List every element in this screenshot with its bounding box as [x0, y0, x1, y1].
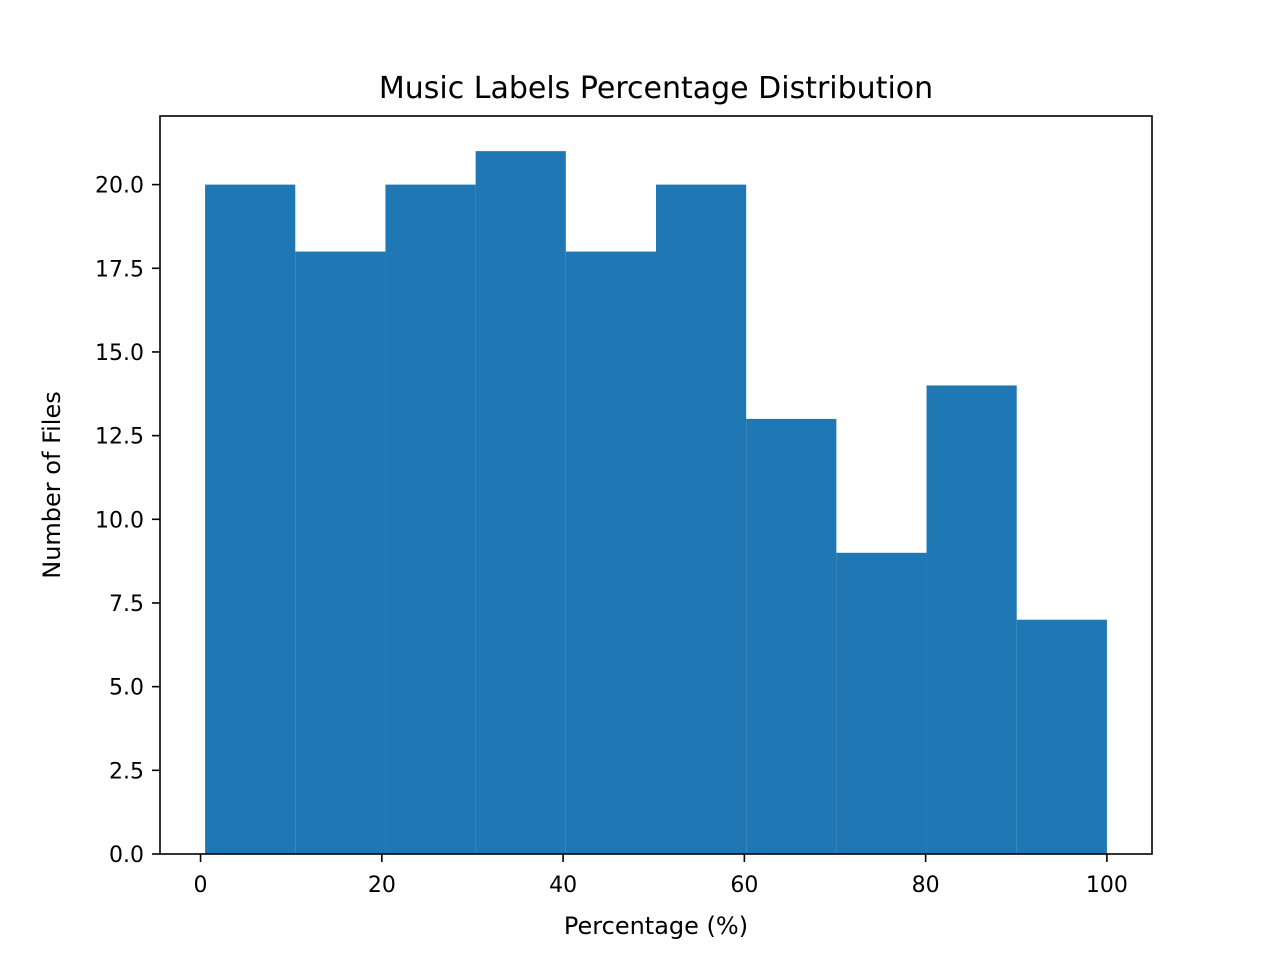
y-tick-label: 12.5	[95, 425, 144, 450]
y-axis-ticks: 0.0 2.5 5.0 7.5 10.0 12.5 15.0 17.5 20.0	[95, 174, 160, 868]
x-tick-label: 20	[368, 873, 396, 898]
histogram-bar	[565, 251, 656, 854]
histogram-bar	[656, 184, 747, 854]
histogram-bar	[836, 552, 927, 854]
y-tick-label: 15.0	[95, 341, 144, 366]
x-tick-label: 60	[730, 873, 758, 898]
y-tick-label: 17.5	[95, 257, 144, 282]
histogram-bar	[475, 151, 566, 855]
chart-title: Music Labels Percentage Distribution	[379, 71, 933, 106]
x-tick-label: 40	[549, 873, 577, 898]
histogram-bar	[295, 251, 386, 854]
x-tick-label: 0	[194, 873, 208, 898]
plot-frame	[159, 115, 1153, 855]
y-tick-label: 0.0	[109, 843, 144, 868]
x-axis-ticks: 0 20 40 60 80 100	[194, 854, 1128, 898]
bars-group	[205, 151, 1107, 855]
y-tick-label: 20.0	[95, 174, 144, 199]
y-tick-label: 5.0	[109, 676, 144, 701]
histogram-bar	[385, 184, 476, 854]
x-axis-label: Percentage (%)	[564, 912, 748, 940]
histogram-bar	[1016, 619, 1107, 854]
y-tick-label: 10.0	[95, 508, 144, 533]
y-tick-label: 7.5	[109, 592, 144, 617]
x-tick-label: 100	[1086, 873, 1128, 898]
y-axis-label: Number of Files	[38, 391, 66, 578]
y-tick-label: 2.5	[109, 759, 144, 784]
histogram-bar	[205, 184, 296, 854]
histogram-bar	[746, 418, 837, 854]
histogram-bar	[926, 385, 1017, 854]
x-tick-label: 80	[912, 873, 940, 898]
